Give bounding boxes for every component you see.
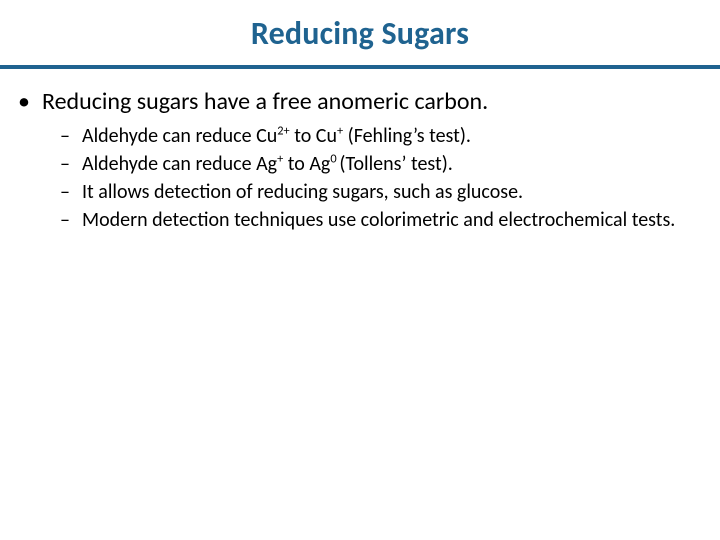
content-area: • Reducing sugars have a free anomeric c… <box>0 69 720 233</box>
dash-icon: – <box>60 123 82 149</box>
sub-bullet: – It allows detection of reducing sugars… <box>60 179 702 205</box>
text-fragment: It allows detection of reducing sugars, … <box>82 180 523 204</box>
text-fragment: (Tollens’ test). <box>339 152 452 176</box>
text-fragment: (Fehling’s test). <box>343 124 471 148</box>
sub-bullet-list: – Aldehyde can reduce Cu2+ to Cu+ (Fehli… <box>18 123 702 233</box>
sub-bullet-text: Aldehyde can reduce Ag+ to Ag0 (Tollens’… <box>82 151 453 177</box>
text-fragment: Modern detection techniques use colorime… <box>82 208 675 232</box>
sub-bullet: – Aldehyde can reduce Ag+ to Ag0 (Tollen… <box>60 151 702 177</box>
text-fragment: to Ag <box>283 152 330 176</box>
slide-title: Reducing Sugars <box>251 14 469 53</box>
dash-icon: – <box>60 207 82 233</box>
superscript: 2+ <box>277 123 289 138</box>
bullet-dot-icon: • <box>18 87 42 117</box>
text-fragment: Aldehyde can reduce Cu <box>82 124 277 148</box>
dash-icon: – <box>60 179 82 205</box>
sub-bullet-text: Modern detection techniques use colorime… <box>82 207 675 233</box>
text-fragment: Aldehyde can reduce Ag <box>82 152 277 176</box>
dash-icon: – <box>60 151 82 177</box>
sub-bullet-text: It allows detection of reducing sugars, … <box>82 179 523 205</box>
bullet-level1-text: Reducing sugars have a free anomeric car… <box>42 87 488 117</box>
bullet-level1: • Reducing sugars have a free anomeric c… <box>18 87 702 117</box>
slide: Reducing Sugars • Reducing sugars have a… <box>0 0 720 540</box>
sub-bullet: – Aldehyde can reduce Cu2+ to Cu+ (Fehli… <box>60 123 702 149</box>
sub-bullet-text: Aldehyde can reduce Cu2+ to Cu+ (Fehling… <box>82 123 471 149</box>
title-block: Reducing Sugars <box>0 0 720 53</box>
sub-bullet: – Modern detection techniques use colori… <box>60 207 702 233</box>
text-fragment: to Cu <box>290 124 337 148</box>
